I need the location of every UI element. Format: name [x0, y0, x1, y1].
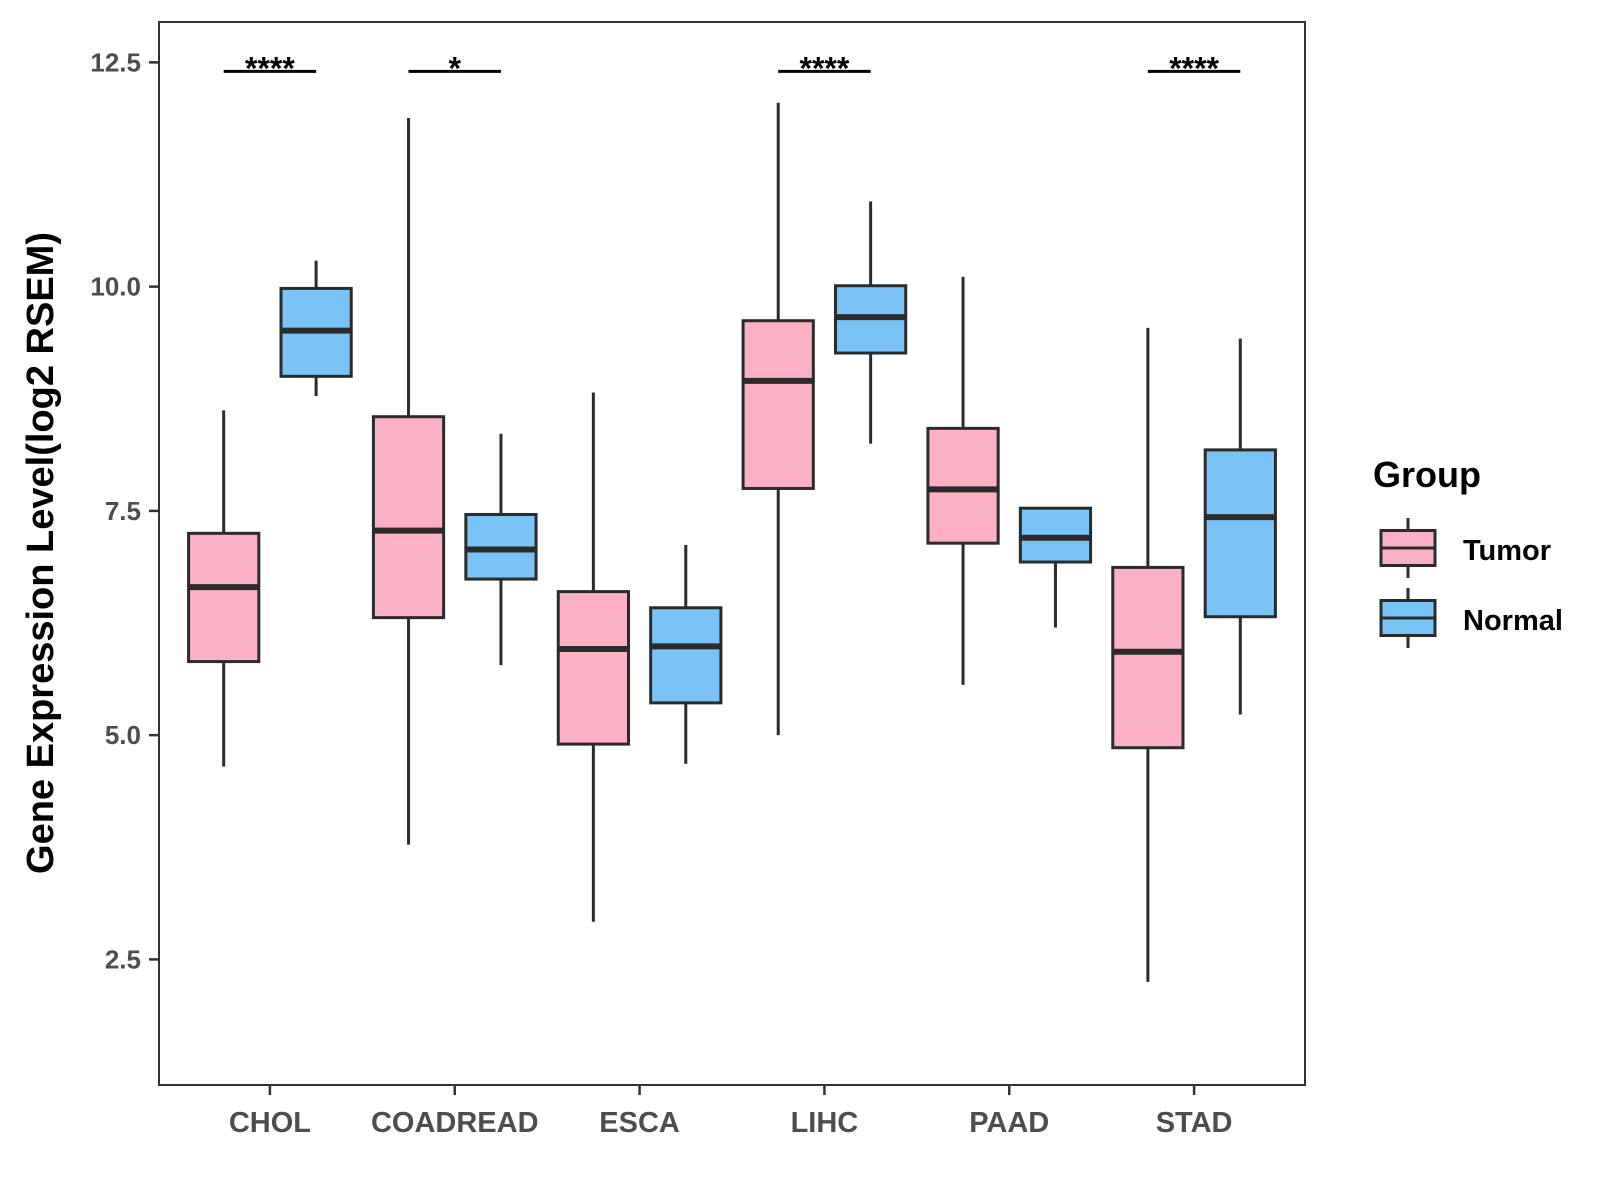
significance-label-stad: **** — [1169, 50, 1219, 86]
significance-label-chol: **** — [245, 50, 295, 86]
x-tick-label-coadread: COADREAD — [371, 1107, 539, 1139]
box-esca-tumor — [556, 590, 630, 746]
x-tick-label-lihc: LIHC — [791, 1107, 859, 1139]
box-coadread-tumor — [371, 415, 446, 620]
significance-label-lihc: **** — [800, 50, 850, 86]
y-axis-title: Gene Expression Level(log2 RSEM) — [20, 232, 62, 874]
legend-label-tumor: Tumor — [1463, 535, 1551, 567]
x-axis: CHOL COADREAD ESCA LIHC PAAD STAD — [229, 1085, 1233, 1139]
y-tick-label: 5.0 — [105, 720, 141, 750]
box-stad-normal — [1203, 448, 1277, 619]
box-paad-tumor — [926, 426, 1000, 545]
box-lihc-tumor — [741, 319, 815, 490]
x-tick-label-esca: ESCA — [599, 1107, 680, 1139]
boxes-layer — [187, 284, 1277, 750]
legend-keys — [1379, 518, 1437, 648]
box-chol-tumor — [187, 531, 261, 664]
y-tick-label: 12.5 — [90, 47, 141, 77]
whiskers-layer — [222, 102, 1242, 982]
significance-layer: **** * **** **** — [223, 50, 1241, 86]
significance-label-coadread: * — [449, 50, 462, 86]
legend-label-normal: Normal — [1463, 605, 1563, 637]
box-esca-normal — [649, 606, 723, 705]
y-axis: 2.5 5.0 7.5 10.0 12.5 — [90, 47, 159, 974]
y-tick-label: 10.0 — [90, 272, 141, 302]
x-tick-label-stad: STAD — [1156, 1107, 1233, 1139]
y-tick-label: 2.5 — [105, 944, 141, 974]
x-tick-label-chol: CHOL — [229, 1107, 311, 1139]
box-stad-tumor — [1111, 565, 1185, 750]
legend-title: Group — [1373, 454, 1481, 495]
plot-panel-border — [158, 21, 1306, 1086]
x-tick-label-paad: PAAD — [969, 1107, 1049, 1139]
legend: Group Tumor Normal — [1373, 454, 1563, 648]
y-tick-label: 7.5 — [105, 496, 141, 526]
